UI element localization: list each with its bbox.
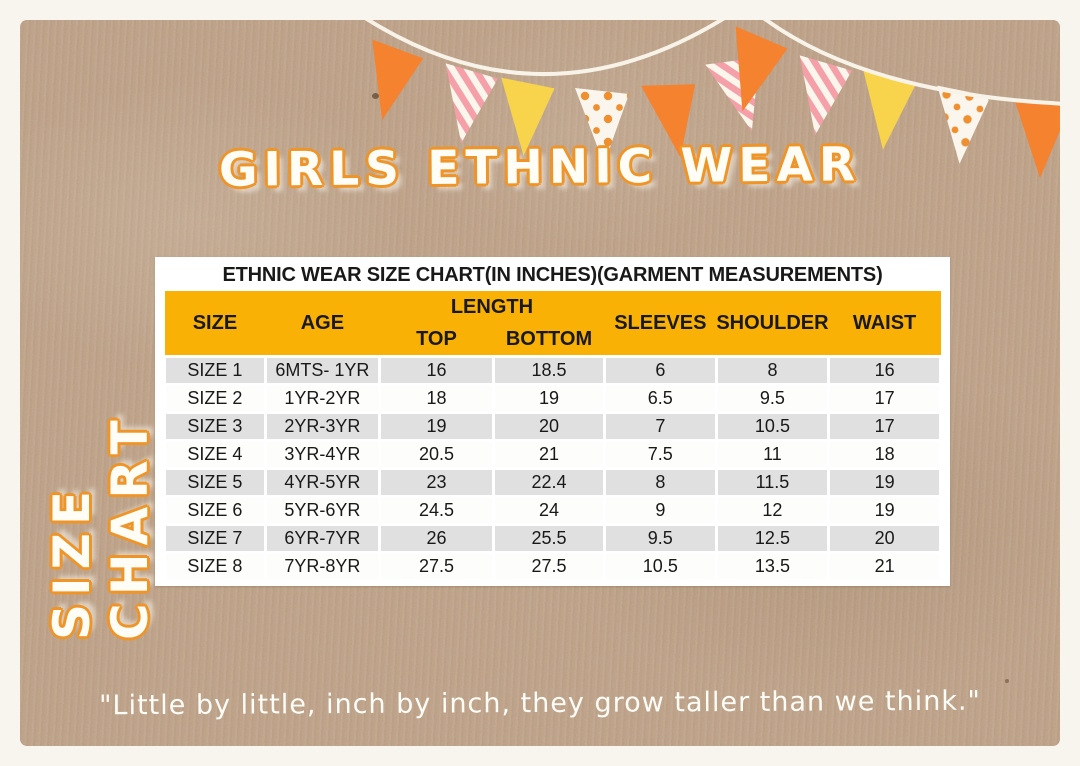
size-chart-card: ETHNIC WEAR SIZE CHART(IN INCHES)(GARMEN… — [155, 257, 950, 586]
cell-length-top: 27.5 — [377, 551, 496, 582]
cell-length-bottom: 18.5 — [492, 355, 606, 386]
cell-length-bottom: 25.5 — [492, 523, 606, 554]
cell-length-top: 23 — [377, 467, 496, 498]
cell-shoulder: 8 — [714, 355, 831, 386]
cell-shoulder: 11.5 — [714, 467, 831, 498]
cell-length-top: 16 — [377, 355, 496, 386]
cell-sleeves: 6 — [602, 355, 718, 386]
column-header-shoulder: SHOULDER — [716, 291, 829, 357]
cell-shoulder: 11 — [714, 439, 831, 470]
size-row: SIZE 1 6MTS- 1YR 16 18.5 6 8 16 — [163, 355, 942, 386]
cell-sleeves: 8 — [602, 467, 718, 498]
cell-size: SIZE 7 — [163, 523, 267, 554]
size-row: SIZE 3 2YR-3YR 19 20 7 10.5 17 — [163, 411, 942, 442]
cell-age: 4YR-5YR — [263, 467, 381, 498]
size-chart-table: ETHNIC WEAR SIZE CHART(IN INCHES)(GARMEN… — [163, 259, 942, 582]
cell-length-bottom: 19 — [492, 383, 606, 414]
cell-sleeves: 6.5 — [602, 383, 718, 414]
cell-length-top: 26 — [377, 523, 496, 554]
column-header-sleeves: SLEEVES — [604, 291, 717, 357]
cell-waist: 21 — [827, 551, 942, 582]
cell-age: 3YR-4YR — [263, 439, 381, 470]
size-row: SIZE 7 6YR-7YR 26 25.5 9.5 12.5 20 — [163, 523, 942, 554]
banner-string — [364, 20, 725, 76]
cell-size: SIZE 4 — [163, 439, 267, 470]
size-row: SIZE 4 3YR-4YR 20.5 21 7.5 11 18 — [163, 439, 942, 470]
cell-waist: 17 — [827, 383, 942, 414]
cell-length-bottom: 24 — [492, 495, 606, 526]
size-row: SIZE 5 4YR-5YR 23 22.4 8 11.5 19 — [163, 467, 942, 498]
column-header-waist: WAIST — [828, 291, 941, 357]
cell-length-bottom: 22.4 — [492, 467, 606, 498]
cell-size: SIZE 3 — [163, 411, 267, 442]
cell-age: 5YR-6YR — [263, 495, 381, 526]
size-row: SIZE 2 1YR-2YR 18 19 6.5 9.5 17 — [163, 383, 942, 414]
cell-waist: 16 — [827, 355, 942, 386]
size-row: SIZE 8 7YR-8YR 27.5 27.5 10.5 13.5 21 — [163, 551, 942, 582]
cell-size: SIZE 2 — [163, 383, 267, 414]
cell-size: SIZE 6 — [163, 495, 267, 526]
cell-age: 6YR-7YR — [263, 523, 381, 554]
cell-length-bottom: 27.5 — [492, 551, 606, 582]
page-title: GIRLS ETHNIC WEAR — [218, 137, 862, 198]
cell-size: SIZE 5 — [163, 467, 267, 498]
paper-speck — [1005, 679, 1009, 683]
size-row: SIZE 6 5YR-6YR 24.5 24 9 12 19 — [163, 495, 942, 526]
cell-shoulder: 12.5 — [714, 523, 831, 554]
column-header-length: LENGTH — [379, 291, 605, 323]
cell-length-bottom: 21 — [492, 439, 606, 470]
cell-shoulder: 13.5 — [714, 551, 831, 582]
quote-text: "Little by little, inch by inch, they gr… — [98, 685, 982, 722]
cell-sleeves: 9.5 — [602, 523, 718, 554]
cell-shoulder: 12 — [714, 495, 831, 526]
cell-shoulder: 10.5 — [714, 411, 831, 442]
cell-waist: 20 — [827, 523, 942, 554]
cell-age: 7YR-8YR — [263, 551, 381, 582]
cell-waist: 19 — [827, 495, 942, 526]
flag-orange — [735, 26, 788, 112]
cell-length-bottom: 20 — [492, 411, 606, 442]
table-caption: ETHNIC WEAR SIZE CHART(IN INCHES)(GARMEN… — [164, 259, 941, 291]
banner-string — [763, 20, 1060, 106]
column-header-age: AGE — [265, 291, 380, 357]
flag-pink-striped — [705, 57, 760, 132]
cell-waist: 17 — [827, 411, 942, 442]
cell-shoulder: 9.5 — [714, 383, 831, 414]
kraft-paper-background: GIRLS ETHNIC WEAR SIZE CHART ETHNIC WEAR… — [20, 20, 1060, 746]
cell-waist: 19 — [827, 467, 942, 498]
cell-size: SIZE 1 — [163, 355, 267, 386]
cell-length-top: 24.5 — [377, 495, 496, 526]
flag-orange — [372, 39, 424, 121]
flag-pink-striped — [445, 63, 498, 144]
column-header-length-top: TOP — [379, 323, 494, 357]
cell-sleeves: 9 — [602, 495, 718, 526]
side-label-size-chart: SIZE CHART — [43, 412, 159, 640]
cell-length-top: 18 — [377, 383, 496, 414]
column-header-length-bottom: BOTTOM — [493, 323, 605, 357]
cell-age: 6MTS- 1YR — [263, 355, 381, 386]
cell-length-top: 20.5 — [377, 439, 496, 470]
paper-speck — [372, 93, 379, 99]
cell-length-top: 19 — [377, 411, 496, 442]
cell-age: 1YR-2YR — [263, 383, 381, 414]
cell-sleeves: 10.5 — [602, 551, 718, 582]
cell-sleeves: 7.5 — [602, 439, 718, 470]
cell-waist: 18 — [827, 439, 942, 470]
flag-pink-striped — [799, 55, 852, 136]
cell-sleeves: 7 — [602, 411, 718, 442]
column-header-size: SIZE — [164, 291, 266, 357]
size-table-body: SIZE 1 6MTS- 1YR 16 18.5 6 8 16 SIZE 2 1… — [163, 355, 942, 582]
cell-age: 2YR-3YR — [263, 411, 381, 442]
cell-size: SIZE 8 — [163, 551, 267, 582]
